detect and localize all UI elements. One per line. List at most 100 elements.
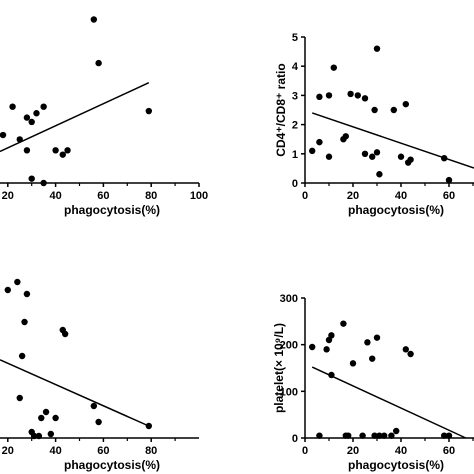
data-point: [316, 93, 323, 101]
x-tick-label: 20: [347, 445, 359, 457]
data-point: [359, 432, 366, 439]
y-tick-label: 300: [280, 293, 298, 305]
y-tick-label: 0: [292, 178, 298, 190]
y-tick-label: 2: [292, 120, 298, 132]
x-tick-label: 60: [443, 445, 455, 457]
data-point: [90, 16, 98, 23]
data-point: [16, 394, 23, 402]
data-point: [325, 153, 333, 160]
data-point: [323, 346, 330, 353]
data-point: [371, 432, 378, 439]
data-point: [33, 110, 40, 117]
regression-line: [0, 82, 150, 153]
data-point: [23, 147, 31, 154]
data-point: [349, 360, 357, 367]
data-point: [61, 330, 69, 338]
x-tick-label: 80: [145, 445, 157, 457]
data-point: [42, 408, 50, 416]
data-point: [402, 100, 409, 108]
y-tick-label: 3: [292, 90, 298, 102]
data-point: [9, 103, 16, 110]
data-point: [309, 343, 316, 351]
y-axis-label: platelet(× 10⁹/L): [272, 323, 286, 413]
data-point: [16, 136, 23, 143]
data-point: [38, 414, 45, 422]
data-point: [342, 133, 349, 140]
x-axis-label: phagocytosis(%): [64, 458, 160, 472]
x-axis-label: phagocytosis(%): [348, 458, 444, 472]
data-point: [23, 114, 31, 121]
data-point: [64, 147, 71, 154]
regression-line: [311, 366, 467, 439]
y-tick-label: 5: [292, 32, 298, 44]
data-point: [95, 418, 102, 426]
data-point: [328, 371, 335, 379]
data-point: [388, 432, 395, 439]
y-tick-label: 100: [280, 386, 298, 398]
scatter-panel-top-left: 20 40 60 80 100 phagocytosis(%): [0, 16, 208, 217]
data-point: [328, 332, 335, 339]
data-point: [145, 107, 153, 115]
x-tick-label: 20: [2, 190, 14, 202]
data-point: [381, 432, 388, 439]
data-point: [21, 318, 28, 326]
data-point: [376, 432, 383, 439]
data-point: [340, 320, 347, 327]
x-tick-label: 40: [395, 445, 407, 457]
data-point: [373, 334, 381, 341]
data-point: [345, 432, 352, 439]
data-point: [23, 290, 31, 298]
x-tick-label: 60: [443, 190, 455, 202]
x-tick-label: 40: [395, 190, 407, 202]
data-point: [354, 92, 361, 99]
y-tick-label: 0: [292, 433, 298, 445]
data-point: [407, 156, 414, 163]
data-point: [95, 59, 102, 67]
data-point: [373, 45, 381, 52]
data-point: [14, 278, 21, 286]
data-point: [35, 432, 43, 440]
data-point: [407, 350, 414, 358]
data-point: [59, 151, 66, 158]
data-point: [397, 153, 405, 160]
data-point: [309, 147, 316, 155]
data-point: [4, 286, 11, 294]
data-point: [30, 432, 38, 440]
regression-line: [311, 112, 474, 169]
data-point: [325, 92, 333, 99]
x-axis-label: phagocytosis(%): [64, 203, 160, 217]
data-point: [361, 95, 369, 102]
data-point: [28, 175, 35, 182]
x-tick-label: 0: [302, 445, 308, 457]
x-tick-label: 80: [145, 190, 157, 202]
data-point: [441, 432, 448, 439]
data-point: [373, 149, 381, 156]
data-point: [316, 432, 323, 439]
data-point: [47, 430, 55, 438]
x-tick-label: 60: [97, 190, 109, 202]
data-point: [40, 179, 47, 187]
data-point: [316, 138, 323, 146]
data-point: [90, 402, 98, 410]
data-point: [445, 176, 453, 184]
regression-line: [0, 359, 150, 427]
x-tick-label: 60: [97, 445, 109, 457]
data-point: [330, 64, 337, 71]
data-point: [445, 432, 453, 439]
data-point: [361, 150, 369, 157]
data-point: [0, 131, 7, 139]
y-tick-label: 4: [292, 61, 299, 73]
data-point: [18, 352, 26, 360]
data-point: [145, 422, 153, 430]
x-tick-label: 20: [2, 445, 14, 457]
data-point: [40, 103, 47, 110]
x-tick-label: 40: [49, 445, 61, 457]
x-tick-label: 40: [49, 190, 61, 202]
data-point: [364, 339, 371, 346]
y-axis-label: CD4⁺/CD8⁺ ratio: [274, 63, 288, 156]
data-point: [393, 427, 400, 435]
x-axis-label: phagocytosis(%): [348, 203, 444, 217]
